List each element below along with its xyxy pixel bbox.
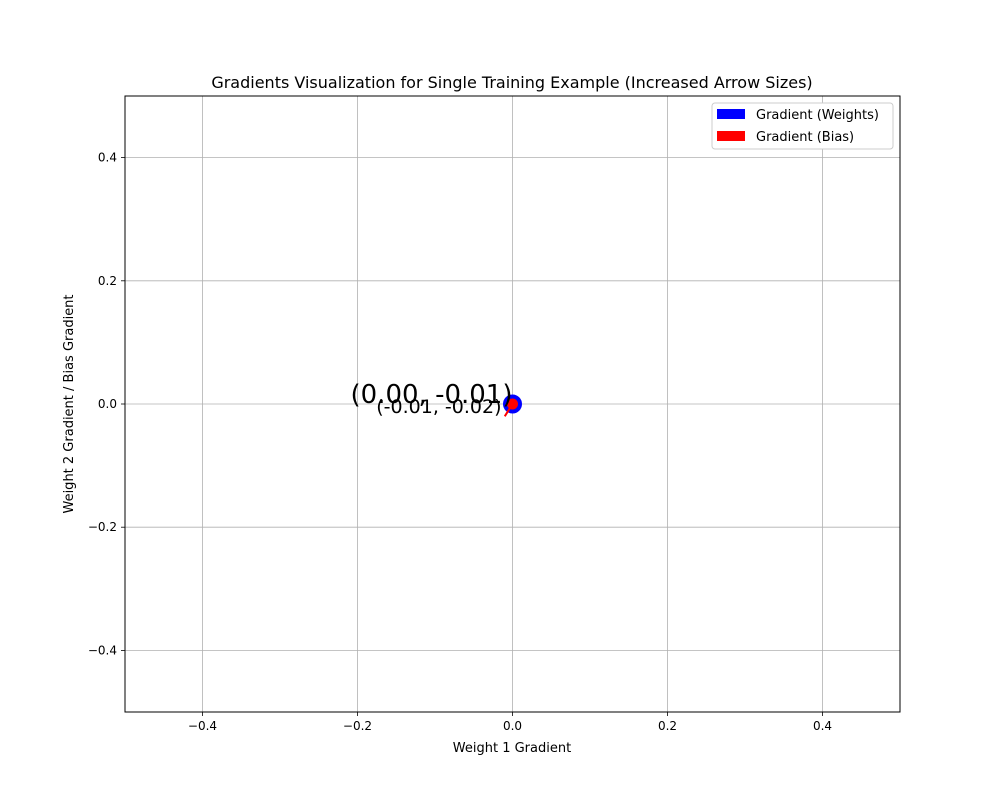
- legend-label-bias: Gradient (Bias): [756, 130, 854, 145]
- x-tick-label: 0.4: [813, 719, 832, 733]
- legend-box: [711, 102, 894, 150]
- y-tick-label: 0.2: [98, 274, 117, 288]
- y-tick-label: 0.4: [98, 151, 117, 165]
- x-tick-label: 0.0: [503, 719, 522, 733]
- gradient-annotations: (0.00, -0.01) (-0.01, -0.02): [351, 380, 513, 418]
- y-tick-label: 0.0: [98, 397, 117, 411]
- x-axis-label: Weight 1 Gradient: [453, 741, 571, 756]
- weights-gradient-annotation: (0.00, -0.01): [351, 380, 513, 410]
- y-tick-label: −0.2: [88, 520, 117, 534]
- legend: Gradient (Weights) Gradient (Bias): [711, 102, 894, 150]
- x-tick-label: 0.2: [658, 719, 677, 733]
- legend-swatch-weights: [717, 109, 745, 119]
- bias-gradient-annotation: (-0.01, -0.02): [376, 396, 501, 418]
- gradient-markers: [503, 394, 522, 417]
- y-axis-label: Weight 2 Gradient / Bias Gradient: [62, 294, 77, 513]
- chart-title: Gradients Visualization for Single Train…: [211, 73, 812, 92]
- legend-label-weights: Gradient (Weights): [756, 108, 879, 123]
- x-tick-label: −0.2: [343, 719, 372, 733]
- x-tick-label: −0.4: [188, 719, 217, 733]
- legend-swatch-bias: [717, 131, 745, 141]
- y-tick-label: −0.4: [88, 643, 117, 657]
- bias-gradient-arrow: [503, 403, 514, 417]
- axis-ticks: −0.4 −0.2 0.0 0.2 0.4 −0.4 −0.2 0.0 0.2 0.4: [88, 151, 832, 733]
